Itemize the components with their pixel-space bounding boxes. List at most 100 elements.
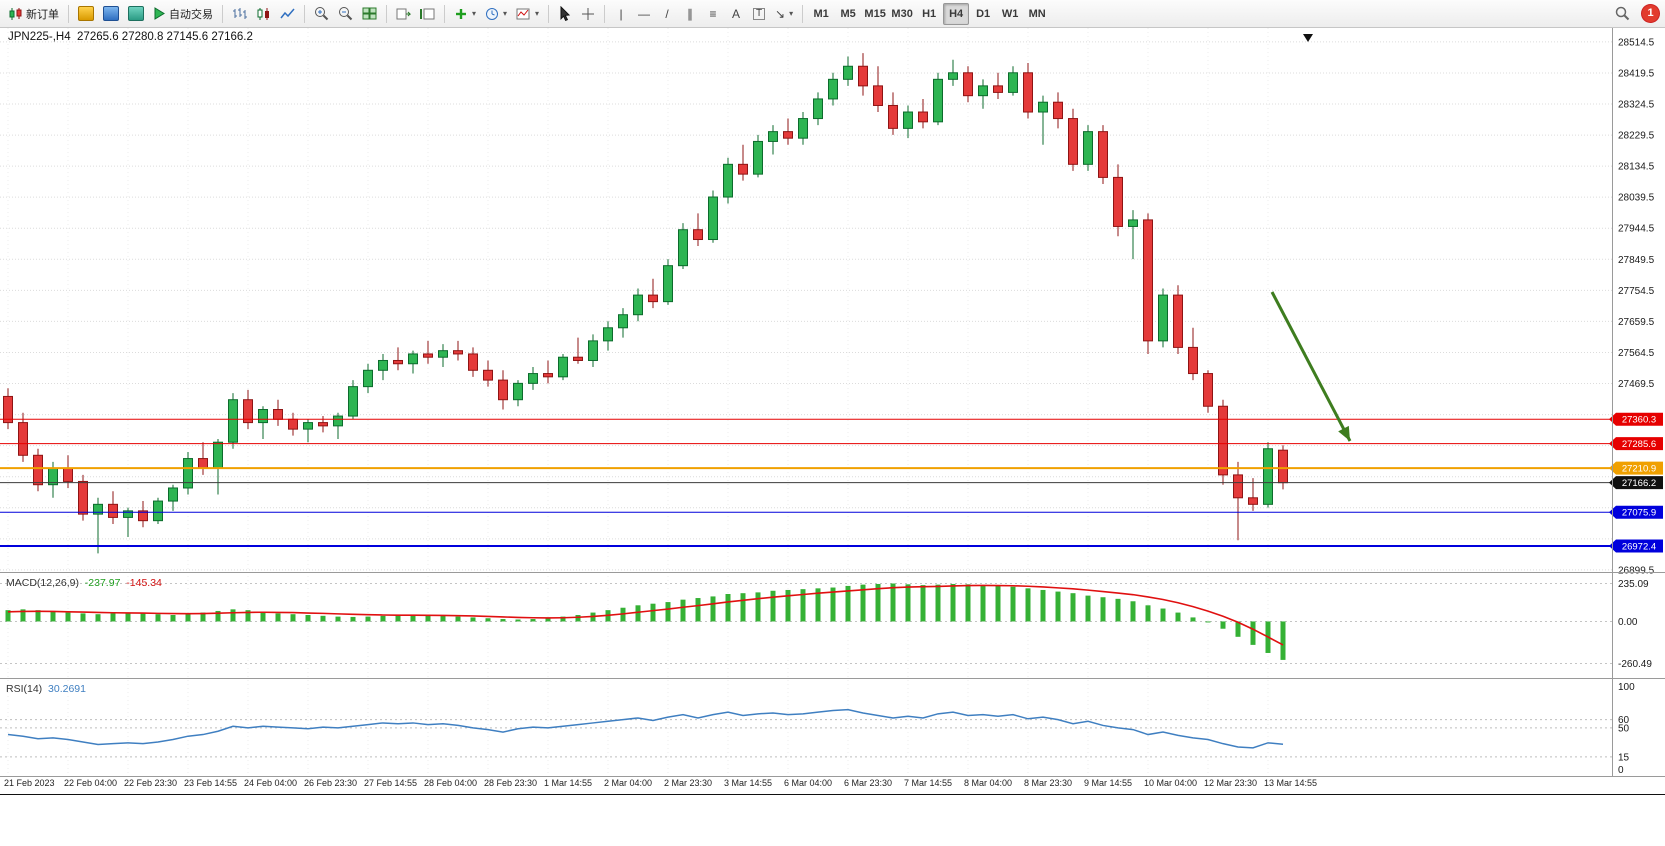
svg-text:60: 60 <box>1618 715 1630 726</box>
line-chart-button[interactable] <box>276 3 299 25</box>
search-button[interactable] <box>1611 3 1634 25</box>
timeframe-m5-button[interactable]: M5 <box>835 3 861 25</box>
chart-canvas[interactable]: 21 Feb 2023 22 Feb 04:00 22 Feb 23:30 23 Fe… <box>0 28 1665 846</box>
chart-shift-button[interactable] <box>416 3 439 25</box>
svg-text:27 Feb 14:55: 27 Feb 14:55 <box>364 778 417 788</box>
svg-text:27754.5: 27754.5 <box>1618 286 1655 297</box>
auto-trading-button[interactable]: 自动交易 <box>149 3 217 25</box>
market-watch-button[interactable] <box>99 3 123 25</box>
arrow-tool-icon: ↘ <box>775 6 786 21</box>
svg-text:27469.5: 27469.5 <box>1618 379 1655 390</box>
symbol-title: JPN225-,H4 <box>8 31 71 43</box>
svg-text:27944.5: 27944.5 <box>1618 224 1655 235</box>
timeframe-m30-button[interactable]: M30 <box>889 3 915 25</box>
svg-text:15: 15 <box>1618 752 1630 763</box>
symbol-ohlc-label: JPN225-,H4 27265.6 27280.8 27145.6 27166… <box>8 31 253 43</box>
zoom-out-button[interactable] <box>334 3 357 25</box>
toolbar: 新订单 自动交易 <box>0 0 1665 28</box>
svg-text:50: 50 <box>1618 723 1630 734</box>
indicators-button[interactable]: ▾ <box>450 3 480 25</box>
svg-text:26 Feb 23:30: 26 Feb 23:30 <box>304 778 357 788</box>
market-watch-icon <box>103 6 119 21</box>
notification-badge[interactable]: 1 <box>1642 5 1659 22</box>
channel-icon: ∥ <box>687 6 694 21</box>
line-chart-icon <box>280 8 295 18</box>
auto-trading-label: 自动交易 <box>169 8 213 21</box>
crosshair-icon <box>582 7 595 20</box>
macd-name: MACD(12,26,9) <box>6 577 79 589</box>
label-tool-icon: T <box>752 7 766 20</box>
horizontal-line-tool[interactable]: — <box>633 3 655 25</box>
search-icon <box>1615 6 1630 21</box>
template-icon <box>516 8 530 19</box>
trendline-tool[interactable]: / <box>656 3 678 25</box>
cursor-button[interactable] <box>554 3 576 25</box>
svg-text:28134.5: 28134.5 <box>1618 162 1655 173</box>
svg-text:2 Mar 04:00: 2 Mar 04:00 <box>604 778 652 788</box>
toolbar-divider <box>548 4 550 23</box>
timeframe-mn-button[interactable]: MN <box>1024 3 1050 25</box>
timeframe-m1-button[interactable]: M1 <box>808 3 834 25</box>
bar-chart-icon <box>233 7 247 19</box>
indicators-add-icon <box>456 8 466 19</box>
svg-text:27285.6: 27285.6 <box>1622 439 1656 450</box>
charts-button[interactable] <box>74 3 98 25</box>
new-order-button[interactable]: 新订单 <box>4 3 63 25</box>
svg-text:6 Mar 04:00: 6 Mar 04:00 <box>784 778 832 788</box>
tile-windows-icon <box>362 7 377 19</box>
toolbar-right-group: 1 <box>1611 3 1661 25</box>
templates-button[interactable]: ▾ <box>512 3 543 25</box>
candlestick-chart-button[interactable] <box>252 3 275 25</box>
dropdown-icon: ▾ <box>535 9 540 18</box>
svg-text:9 Mar 14:55: 9 Mar 14:55 <box>1084 778 1132 788</box>
svg-text:23 Feb 14:55: 23 Feb 14:55 <box>184 778 237 788</box>
zoom-in-button[interactable] <box>310 3 333 25</box>
fibonacci-tool[interactable]: ≡ <box>702 3 724 25</box>
charts-icon <box>78 6 94 21</box>
bar-chart-button[interactable] <box>228 3 251 25</box>
channel-tool[interactable]: ∥ <box>679 3 701 25</box>
svg-text:235.09: 235.09 <box>1618 579 1649 590</box>
svg-text:13 Mar 14:55: 13 Mar 14:55 <box>1264 778 1317 788</box>
periods-button[interactable]: ▾ <box>481 3 511 25</box>
rsi-label: RSI(14) 30.2691 <box>6 683 86 695</box>
navigator-icon <box>128 6 144 21</box>
auto-trading-icon <box>154 7 165 20</box>
navigator-button[interactable] <box>124 3 148 25</box>
timeframe-h4-button[interactable]: H4 <box>943 2 970 25</box>
label-tool[interactable]: T <box>748 3 770 25</box>
arrows-tool[interactable]: ↘ ▾ <box>771 3 797 25</box>
svg-text:-260.49: -260.49 <box>1618 659 1652 670</box>
svg-text:3 Mar 14:55: 3 Mar 14:55 <box>724 778 772 788</box>
toolbar-divider <box>68 4 69 23</box>
svg-text:7 Mar 14:55: 7 Mar 14:55 <box>904 778 952 788</box>
timeframe-h1-button[interactable]: H1 <box>916 3 942 25</box>
new-order-label: 新订单 <box>26 8 59 21</box>
timeframe-m15-button[interactable]: M15 <box>862 3 888 25</box>
auto-scroll-button[interactable] <box>392 3 415 25</box>
vertical-line-tool[interactable]: | <box>610 3 632 25</box>
svg-text:6 Mar 23:30: 6 Mar 23:30 <box>844 778 892 788</box>
chart-region: 21 Feb 2023 22 Feb 04:00 22 Feb 23:30 23 Fe… <box>0 28 1665 846</box>
crosshair-button[interactable] <box>577 3 599 25</box>
svg-text:27659.5: 27659.5 <box>1618 317 1655 328</box>
rsi-name: RSI(14) <box>6 683 43 695</box>
tile-windows-button[interactable] <box>358 3 381 25</box>
toolbar-divider <box>222 4 223 23</box>
timeframe-w1-button[interactable]: W1 <box>997 3 1023 25</box>
svg-text:100: 100 <box>1618 682 1635 693</box>
dropdown-icon: ▾ <box>503 9 508 18</box>
text-tool[interactable]: A <box>725 3 747 25</box>
trendline-icon: / <box>665 6 669 21</box>
svg-text:1 Mar 14:55: 1 Mar 14:55 <box>544 778 592 788</box>
horizontal-line-icon: — <box>638 6 651 21</box>
toolbar-divider <box>304 4 305 23</box>
dropdown-icon: ▾ <box>472 9 477 18</box>
svg-text:8 Mar 23:30: 8 Mar 23:30 <box>1024 778 1072 788</box>
svg-text:28229.5: 28229.5 <box>1618 131 1655 142</box>
svg-text:26972.4: 26972.4 <box>1622 542 1656 553</box>
candlestick-chart-icon <box>257 7 269 20</box>
svg-text:27360.3: 27360.3 <box>1622 415 1656 426</box>
svg-text:28 Feb 04:00: 28 Feb 04:00 <box>424 778 477 788</box>
timeframe-d1-button[interactable]: D1 <box>970 3 996 25</box>
